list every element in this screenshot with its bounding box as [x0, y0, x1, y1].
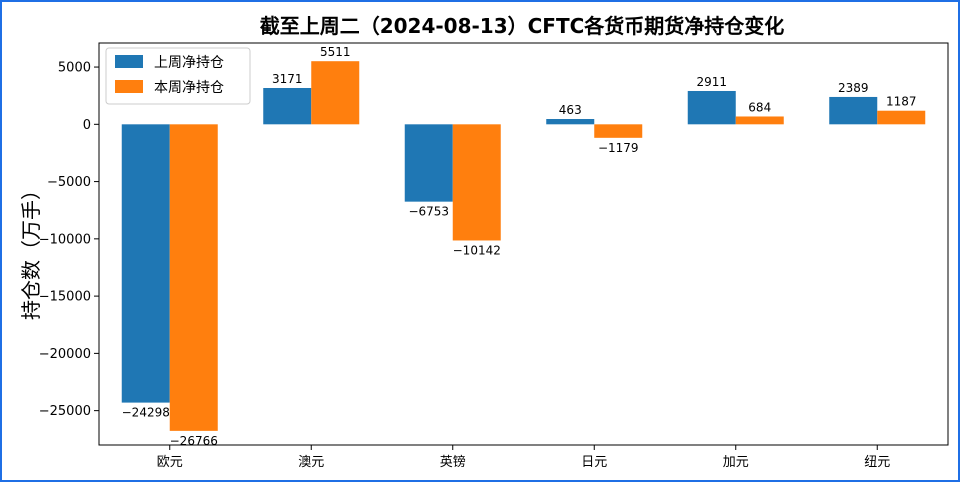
bar-last-week [404, 124, 453, 202]
x-axis-ticks: 欧元 澳元 英镑 日元 加元 纽元 [157, 445, 890, 470]
bar-last-week [687, 90, 736, 125]
y-tick-label: 0 [83, 118, 91, 133]
data-label: 2389 [838, 81, 869, 95]
bar-this-week [877, 110, 926, 125]
y-tick-label: −15000 [39, 290, 91, 305]
legend-swatch [115, 55, 143, 68]
y-tick-label: −5000 [47, 175, 91, 190]
data-labels-group: −24298−26766 3171 5511 −6753 −10142 463 −1179 2… [122, 45, 917, 448]
y-tick-label: 5000 [58, 61, 91, 76]
legend-swatch [115, 80, 143, 93]
plot-area [98, 42, 949, 446]
chart-title: 截至上周二（2024-08-13）CFTC各货币期货净持仓变化 [260, 14, 785, 38]
bar-this-week [311, 61, 360, 125]
data-label: 2911 [696, 75, 727, 89]
y-tick-label: −20000 [39, 347, 91, 362]
x-tick-label: 纽元 [864, 455, 890, 470]
x-tick-label: 加元 [723, 455, 749, 470]
y-axis-ticks: 5000 0 −5000 −10000 −15000 −20000 −25000 [39, 61, 99, 419]
data-label: −6753 [408, 205, 449, 219]
legend-label: 本周净持仓 [154, 80, 224, 96]
data-label: 1187 [886, 95, 917, 109]
bar-last-week [121, 124, 170, 403]
data-label: 3171 [272, 72, 303, 86]
data-label: −26766 [170, 434, 218, 448]
bar-this-week [452, 124, 501, 241]
x-tick-label: 欧元 [157, 455, 183, 470]
data-label: 684 [748, 100, 771, 114]
data-label: −1179 [598, 141, 639, 155]
bars-group [121, 61, 926, 431]
data-label: 463 [559, 103, 582, 117]
bar-this-week [594, 124, 643, 138]
bar-this-week [169, 124, 218, 431]
axes-frame [98, 42, 949, 446]
bar-this-week [735, 116, 784, 125]
bar-last-week [829, 96, 878, 125]
legend-label: 上周净持仓 [154, 55, 224, 71]
x-tick-label: 日元 [581, 455, 607, 470]
x-tick-label: 澳元 [298, 454, 324, 470]
data-label: 5511 [320, 45, 351, 59]
bar-last-week [263, 87, 312, 125]
x-tick-label: 英镑 [440, 454, 466, 470]
y-axis-label: 持仓数（万手） [19, 180, 43, 320]
y-tick-label: −25000 [39, 404, 91, 419]
data-label: −10142 [453, 243, 501, 257]
bar-last-week [546, 119, 595, 125]
data-label: −24298 [122, 406, 170, 420]
y-tick-label: −10000 [39, 232, 91, 247]
